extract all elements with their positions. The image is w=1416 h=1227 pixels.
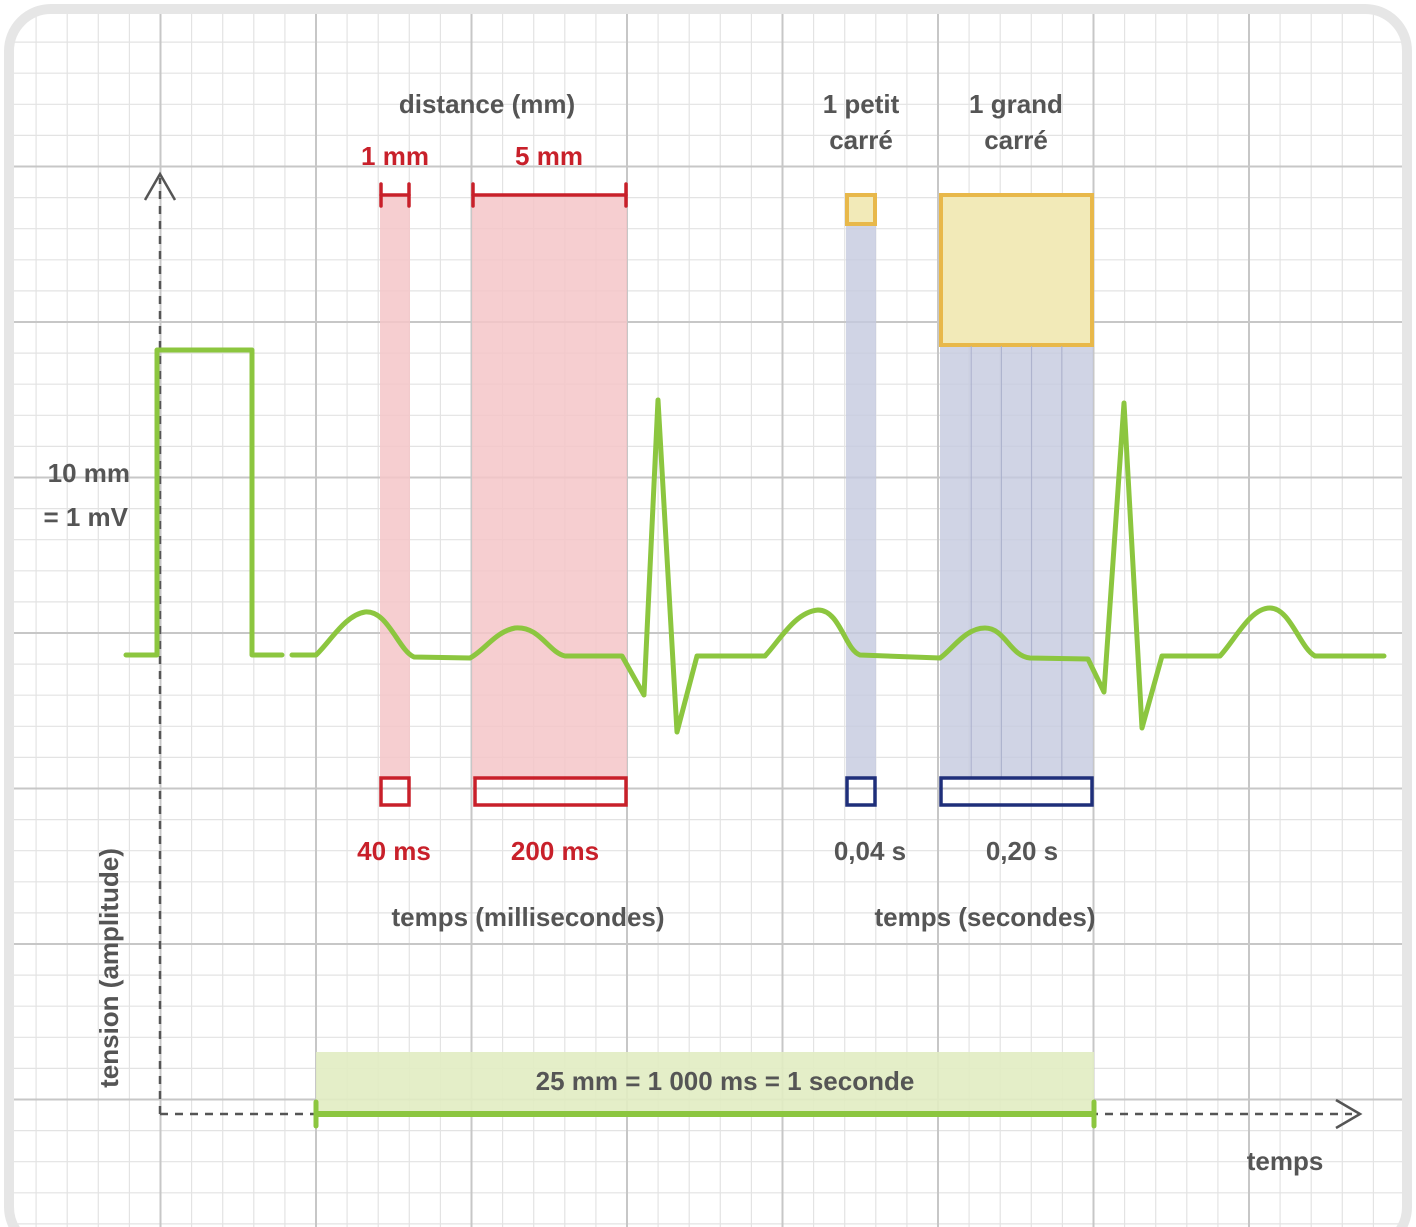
- small-square-time-label: 0,04 s: [834, 836, 906, 866]
- five-mm-column: [472, 195, 627, 779]
- five-mm-label: 5 mm: [515, 141, 583, 171]
- distance-header: distance (mm): [399, 89, 575, 119]
- one-mm-column: [380, 195, 410, 779]
- big-square-column: [940, 346, 1093, 779]
- x-axis-label: temps: [1247, 1146, 1324, 1176]
- time-s-header: temps (secondes): [874, 902, 1095, 932]
- amplitude-label-line2: = 1 mV: [43, 502, 128, 532]
- small-square-yellow: [847, 195, 875, 224]
- two-hundred-ms-label: 200 ms: [511, 836, 599, 866]
- big-square-time-label: 0,20 s: [986, 836, 1058, 866]
- amplitude-label-line1: 10 mm: [48, 458, 130, 488]
- time-ms-header: temps (millisecondes): [391, 902, 664, 932]
- big-square-label-line1: 1 grand: [969, 89, 1063, 119]
- big-square-label-line2: carré: [984, 125, 1048, 155]
- big-square-yellow: [941, 195, 1092, 345]
- small-square-label-line2: carré: [829, 125, 893, 155]
- forty-ms-label: 40 ms: [357, 836, 431, 866]
- y-axis-label: tension (amplitude): [94, 848, 124, 1088]
- one-mm-label: 1 mm: [361, 141, 429, 171]
- scale-banner-label: 25 mm = 1 000 ms = 1 seconde: [536, 1066, 915, 1096]
- small-square-label-line1: 1 petit: [823, 89, 900, 119]
- small-square-column: [846, 225, 876, 779]
